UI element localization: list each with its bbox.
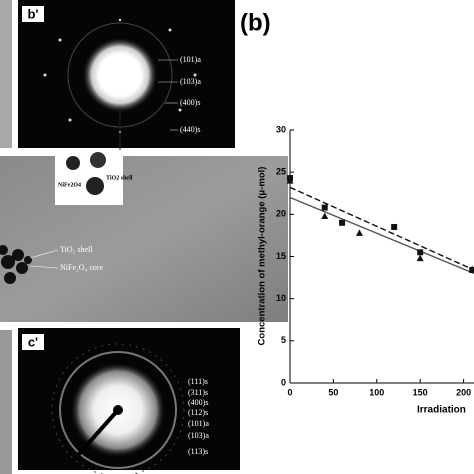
annotation: (311)s bbox=[188, 388, 208, 397]
image-strip bbox=[0, 0, 12, 148]
data-point bbox=[391, 223, 398, 230]
annotation: (400)s bbox=[180, 98, 200, 107]
data-point bbox=[417, 249, 424, 256]
diffraction-ring bbox=[51, 343, 185, 474]
x-tick-label: 100 bbox=[369, 387, 384, 397]
inset-particle bbox=[66, 156, 80, 170]
annotation: (101)a bbox=[188, 419, 209, 428]
data-point bbox=[321, 212, 329, 220]
annotation: (440)s bbox=[180, 125, 200, 134]
fit-line bbox=[289, 196, 474, 275]
y-axis-title: Concentration of methyl-orange (μ-mol) bbox=[257, 167, 268, 346]
annotation: (112)s bbox=[188, 408, 208, 417]
y-tick-label: 30 bbox=[276, 124, 286, 134]
panel-label-box bbox=[22, 6, 44, 22]
x-tick-label: 0 bbox=[287, 387, 292, 397]
inset-particle bbox=[86, 177, 104, 195]
x-tick-label: 50 bbox=[328, 387, 338, 397]
diffraction-ring bbox=[59, 351, 177, 469]
y-tick-label: 10 bbox=[276, 293, 286, 303]
annotation: (113)s bbox=[188, 447, 208, 456]
y-tick-label: 5 bbox=[281, 335, 286, 345]
data-point bbox=[339, 219, 346, 226]
panel-label-box bbox=[22, 334, 44, 350]
annotation: (103)a bbox=[180, 77, 201, 86]
annotation: (400)s bbox=[188, 398, 208, 407]
annotation-leader bbox=[29, 249, 59, 259]
diffraction-center bbox=[82, 37, 158, 113]
data-point bbox=[321, 204, 328, 211]
annotation: TiO₂ shell bbox=[60, 245, 93, 254]
data-point bbox=[416, 254, 424, 262]
y-tick-label: 15 bbox=[276, 251, 286, 261]
fit-line bbox=[289, 186, 474, 271]
annotation-leaders bbox=[158, 59, 178, 131]
annotation: (103)a bbox=[188, 431, 209, 440]
annotation: (101)a bbox=[180, 55, 201, 64]
beam-stop bbox=[76, 408, 120, 457]
annotation: (111)s bbox=[188, 377, 208, 386]
inset bbox=[55, 150, 123, 205]
tem-image bbox=[0, 156, 288, 322]
annotation-leader bbox=[29, 265, 59, 269]
inset-annotation: NiFe2O4 bbox=[58, 182, 81, 188]
nanoparticles bbox=[0, 245, 32, 284]
data-point bbox=[355, 229, 363, 236]
y-tick-label: 25 bbox=[276, 167, 286, 177]
inset-annotation: TiO2 shell bbox=[106, 175, 133, 181]
annotation: NiFe₂O₄ core bbox=[60, 263, 104, 272]
y-tick-label: 0 bbox=[281, 377, 286, 387]
diffraction-spots bbox=[43, 18, 197, 134]
x-axis-title: Irradiation bbox=[417, 405, 466, 416]
panel-label: (b) bbox=[240, 9, 271, 36]
data-point bbox=[468, 265, 474, 273]
image-strip bbox=[0, 330, 12, 474]
panel-label: b' bbox=[27, 6, 38, 21]
panel-label: c' bbox=[28, 334, 38, 349]
x-tick-label: 150 bbox=[413, 387, 428, 397]
y-tick-label: 20 bbox=[276, 209, 286, 219]
x-tick-label: 200 bbox=[456, 387, 471, 397]
beam-stop bbox=[113, 405, 123, 415]
inset-particle bbox=[90, 152, 106, 168]
data-point bbox=[286, 177, 294, 184]
